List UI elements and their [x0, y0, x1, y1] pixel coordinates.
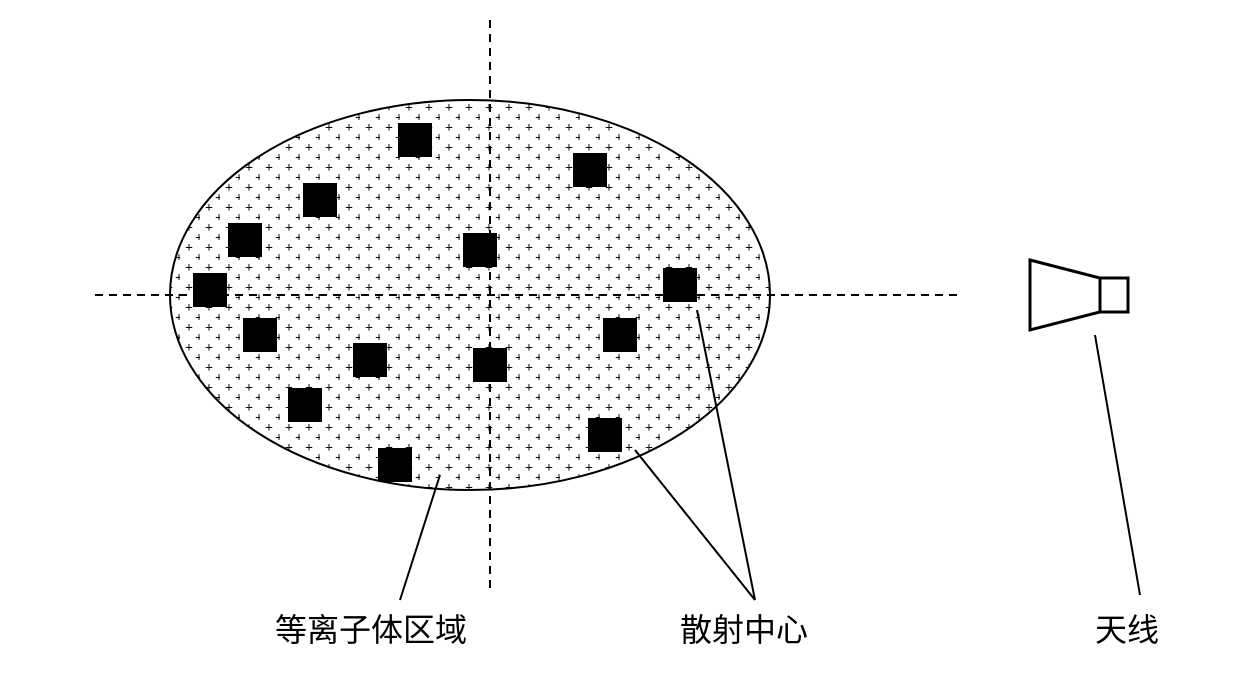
scatter-point: [193, 273, 227, 307]
scatter-point: [603, 318, 637, 352]
scatter-point: [303, 183, 337, 217]
scatter-point: [243, 318, 277, 352]
diagram-svg: + +: [0, 0, 1239, 676]
scatter-point: [353, 343, 387, 377]
label-scatter-center: 散射中心: [680, 605, 808, 651]
scatter-point: [473, 348, 507, 382]
scatter-point: [288, 388, 322, 422]
scatter-point: [663, 268, 697, 302]
scatter-point: [398, 123, 432, 157]
label-plasma-region: 等离子体区域: [275, 605, 467, 651]
scatter-point: [228, 223, 262, 257]
callout-line: [1095, 335, 1140, 595]
scatter-point: [463, 233, 497, 267]
callout-line: [635, 450, 755, 600]
scatter-point: [378, 448, 412, 482]
antenna-icon: [1030, 260, 1128, 330]
diagram-container: + + 等离子体区域 散射中心 天线: [0, 0, 1239, 676]
scatter-point: [573, 153, 607, 187]
callout-line: [400, 475, 440, 600]
scatter-point: [588, 418, 622, 452]
label-antenna: 天线: [1095, 605, 1159, 651]
